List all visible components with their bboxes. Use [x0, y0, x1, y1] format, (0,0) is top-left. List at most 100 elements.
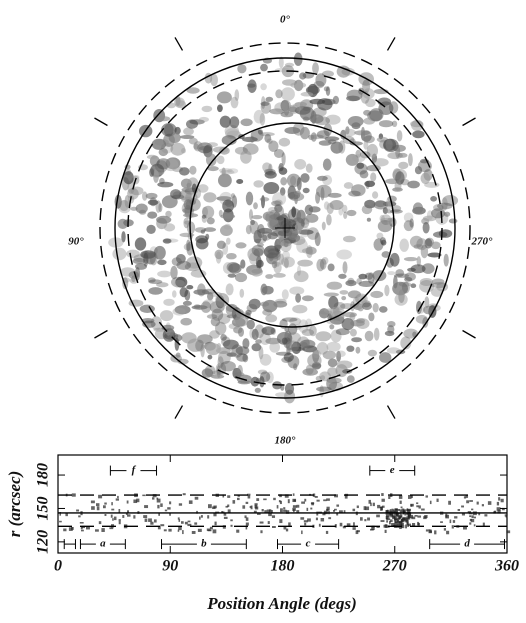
nebula-blob [269, 108, 285, 115]
panel-blob [473, 516, 476, 519]
nebula-blob [437, 202, 453, 210]
nebula-blob [335, 328, 350, 336]
nebula-blob [443, 253, 449, 267]
nebula-blob [386, 209, 393, 214]
nebula-blob [358, 280, 375, 287]
nebula-blob [175, 100, 186, 109]
nebula-blob [251, 244, 265, 257]
nebula-blob [266, 250, 280, 260]
direction-tick [94, 117, 108, 127]
panel-blob [178, 503, 183, 506]
panel-blob [333, 510, 336, 512]
nebula-blob [253, 248, 264, 257]
nebula-blob [157, 259, 167, 266]
nebula-blob [321, 221, 326, 231]
panel-blob [156, 497, 159, 500]
nebula-blob [126, 249, 140, 258]
nebula-blob [297, 259, 313, 267]
nebula-blob [301, 248, 314, 254]
panel-blob [473, 524, 476, 527]
nebula-blob [200, 301, 212, 313]
nebula-blob [159, 177, 165, 185]
nebula-blob [262, 309, 273, 316]
panel-blob [397, 509, 401, 511]
nebula-blob [280, 87, 295, 101]
nebula-blob [372, 302, 379, 313]
panel-blob [76, 509, 80, 512]
panel-blob [429, 500, 432, 505]
nebula-blob [336, 360, 353, 369]
nebula-blob [372, 191, 379, 199]
nebula-blob [193, 289, 209, 295]
nebula-blob [225, 283, 234, 296]
panel-blob [287, 499, 290, 504]
nebula-blob [280, 239, 292, 253]
panel-blob [177, 517, 180, 520]
nebula-blob [240, 259, 246, 269]
panel-blob [410, 494, 413, 499]
nebula-blob [316, 342, 329, 355]
panel-blob [398, 524, 401, 526]
panel-blob [393, 518, 396, 522]
nebula-blob [264, 133, 272, 143]
panel-blob [118, 521, 121, 525]
nebula-blob [281, 256, 295, 268]
panel-blob [117, 495, 119, 499]
panel-blob [401, 525, 405, 529]
panel-blob [110, 514, 113, 518]
nebula-blob [394, 180, 402, 191]
panel-blob [164, 509, 168, 512]
panel-blob [445, 514, 450, 519]
panel-blob [122, 515, 125, 518]
nebula-blob [259, 132, 275, 137]
nebula-blob [343, 211, 348, 219]
nebula-blob [398, 281, 411, 287]
nebula-blob [401, 281, 410, 294]
panel-blob [389, 510, 392, 513]
nebula-blob [259, 197, 270, 202]
panel-blob [463, 496, 467, 499]
nebula-blob [419, 280, 435, 293]
x-tick-label: 90 [162, 558, 178, 575]
nebula-blob [223, 223, 231, 230]
nebula-blob [177, 358, 189, 365]
panel-blob [160, 524, 165, 527]
image-overlay [94, 37, 476, 419]
panel-blob [194, 496, 199, 500]
nebula-blob [247, 247, 260, 262]
panel-blob [247, 495, 251, 499]
nebula-blob [329, 324, 335, 330]
nebula-blob [356, 318, 370, 329]
panel-blob [272, 526, 276, 529]
panel-blob [316, 499, 320, 502]
nebula-blob [420, 244, 429, 259]
nebula-blob [319, 258, 327, 270]
nebula-blob [268, 209, 279, 224]
panel-blob [263, 498, 267, 501]
panel-blob [197, 528, 202, 532]
nebula-blob [346, 345, 355, 352]
nebula-blob [414, 166, 423, 175]
nebula-blob [148, 279, 163, 285]
nebula-blob [260, 283, 268, 296]
nebula-blob [259, 371, 271, 383]
panel-blob [326, 508, 329, 511]
nebula-blob [194, 227, 207, 233]
panel-blob [79, 522, 84, 524]
nebula-blob [292, 102, 304, 112]
panel-blob [184, 521, 188, 525]
panel-blob [451, 525, 454, 529]
nebula-blob [298, 229, 314, 235]
panel-blob [417, 521, 419, 526]
panel-blob [264, 510, 267, 513]
nebula-blob [222, 199, 235, 213]
nebula-blob [317, 175, 328, 181]
nebula-blob [284, 382, 295, 395]
nebula-blob [219, 115, 231, 128]
panel-blob [227, 509, 231, 513]
nebula-blob [346, 209, 357, 217]
nebula-blob [411, 119, 424, 131]
angle-label: 90° [68, 236, 84, 248]
nebula-blob [250, 267, 263, 277]
